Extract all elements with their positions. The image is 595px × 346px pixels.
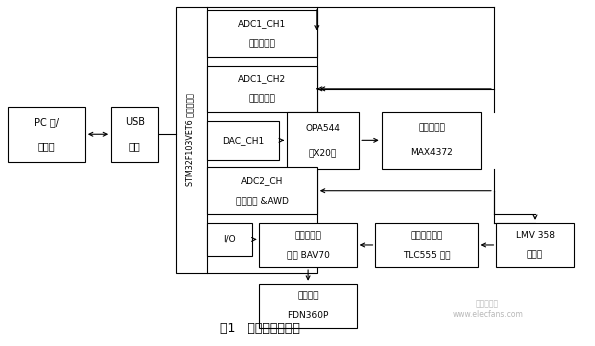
Text: 极管 BAV70: 极管 BAV70 — [287, 250, 330, 259]
Text: 注入型通道: 注入型通道 — [249, 94, 275, 103]
Bar — [375, 223, 478, 267]
Text: MAX4372: MAX4372 — [410, 148, 453, 157]
Bar — [207, 167, 317, 214]
Text: LMV 358: LMV 358 — [515, 231, 555, 240]
Text: 共阴开关二: 共阴开关二 — [295, 231, 321, 240]
Text: TLC555 构成: TLC555 构成 — [403, 250, 450, 259]
Text: 单稳态触发器: 单稳态触发器 — [411, 231, 443, 240]
Text: 电子发烧友
www.elecfans.com: 电子发烧友 www.elecfans.com — [452, 300, 523, 319]
Text: 图1   系统硬件结构图: 图1 系统硬件结构图 — [220, 321, 300, 335]
Bar — [381, 112, 481, 169]
Text: 电流放大器: 电流放大器 — [418, 124, 445, 133]
Text: STM32F103VET6 核心控制路: STM32F103VET6 核心控制路 — [185, 93, 194, 186]
Bar — [287, 112, 359, 169]
Bar — [8, 107, 85, 162]
Bar — [259, 284, 357, 328]
Text: PC 机/: PC 机/ — [34, 117, 59, 127]
Text: FDN360P: FDN360P — [287, 311, 329, 320]
Bar — [259, 223, 357, 267]
Text: ADC1_CH1: ADC1_CH1 — [238, 19, 286, 28]
Text: OPA544: OPA544 — [306, 124, 340, 133]
Text: 规则通道 &AWD: 规则通道 &AWD — [236, 196, 289, 205]
Text: DAC_CH1: DAC_CH1 — [222, 136, 264, 145]
Text: ADC2_CH: ADC2_CH — [241, 176, 283, 185]
Text: 接口: 接口 — [129, 141, 140, 151]
Text: I/O: I/O — [223, 235, 236, 244]
Text: （X20）: （X20） — [309, 148, 337, 157]
Text: 注入型通道: 注入型通道 — [249, 39, 275, 48]
Text: 开关电路: 开关电路 — [298, 292, 319, 301]
Bar — [207, 121, 280, 160]
Bar — [496, 223, 574, 267]
Text: ADC1_CH2: ADC1_CH2 — [238, 74, 286, 83]
Bar — [207, 10, 317, 57]
Bar — [111, 107, 158, 162]
Bar — [207, 223, 252, 256]
Bar — [207, 66, 317, 112]
Text: USB: USB — [125, 117, 145, 127]
Text: 比较器: 比较器 — [527, 250, 543, 259]
Bar — [176, 7, 317, 273]
Text: 工控机: 工控机 — [37, 141, 55, 151]
